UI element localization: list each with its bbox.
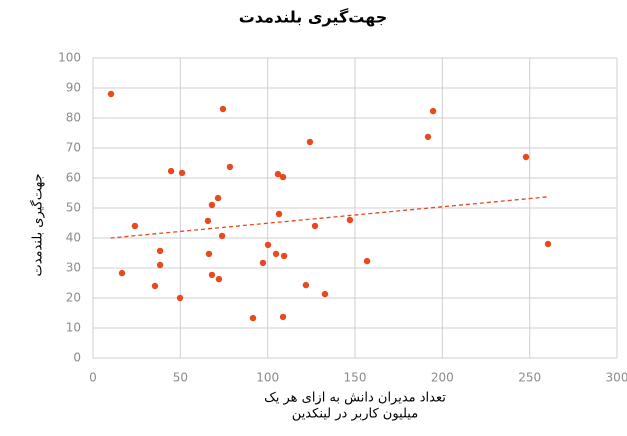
point: [156, 247, 164, 255]
y-tick-label: 40: [66, 231, 81, 245]
point: [544, 240, 552, 248]
x-tick-label: 150: [344, 371, 367, 385]
point: [219, 105, 227, 113]
point: [264, 241, 272, 249]
point: [214, 194, 222, 202]
point: [131, 222, 139, 230]
point: [205, 250, 213, 258]
chart-title: جهت‌گیری بلندمدت: [239, 8, 388, 27]
y-axis-label: جهت‌گیری بلندمدت: [30, 173, 46, 276]
point: [306, 138, 314, 146]
point: [218, 232, 226, 240]
point: [178, 169, 186, 177]
point: [118, 269, 126, 277]
point: [167, 167, 175, 175]
point: [249, 314, 257, 322]
point: [424, 133, 432, 141]
x-axis-label: تعداد مدیران دانش به ازای هر یک: [264, 391, 446, 406]
trend-line: [110, 196, 548, 239]
point: [363, 257, 371, 265]
x-tick-label: 300: [606, 371, 627, 385]
y-tick-label: 0: [73, 351, 81, 365]
x-tick-label: 0: [89, 371, 97, 385]
y-tick-label: 70: [66, 141, 81, 155]
point: [311, 222, 319, 230]
point: [302, 281, 310, 289]
y-tick-label: 100: [58, 51, 81, 65]
y-tick-label: 60: [66, 171, 81, 185]
point: [259, 259, 267, 267]
point: [156, 261, 164, 269]
x-axis-label: میلیون کاربر در لینکدین: [292, 407, 418, 422]
x-tick-label: 250: [518, 371, 541, 385]
x-tick-label: 200: [431, 371, 454, 385]
point: [215, 275, 223, 283]
point: [204, 217, 212, 225]
y-tick-label: 80: [66, 111, 81, 125]
point: [272, 250, 280, 258]
point: [176, 294, 184, 302]
point: [522, 153, 530, 161]
point: [321, 290, 329, 298]
point: [274, 170, 282, 178]
point: [151, 282, 159, 290]
y-tick-label: 10: [66, 321, 81, 335]
y-tick-label: 90: [66, 81, 81, 95]
point: [226, 163, 234, 171]
point: [279, 173, 287, 181]
point: [208, 271, 216, 279]
y-tick-label: 30: [66, 261, 81, 275]
point: [346, 216, 354, 224]
y-tick-label: 20: [66, 291, 81, 305]
point: [429, 107, 437, 115]
point: [107, 90, 115, 98]
x-tick-label: 50: [173, 371, 188, 385]
x-tick-label: 100: [256, 371, 279, 385]
point: [208, 201, 216, 209]
y-tick-label: 50: [66, 201, 81, 215]
point: [275, 210, 283, 218]
point: [279, 313, 287, 321]
point: [280, 252, 288, 260]
